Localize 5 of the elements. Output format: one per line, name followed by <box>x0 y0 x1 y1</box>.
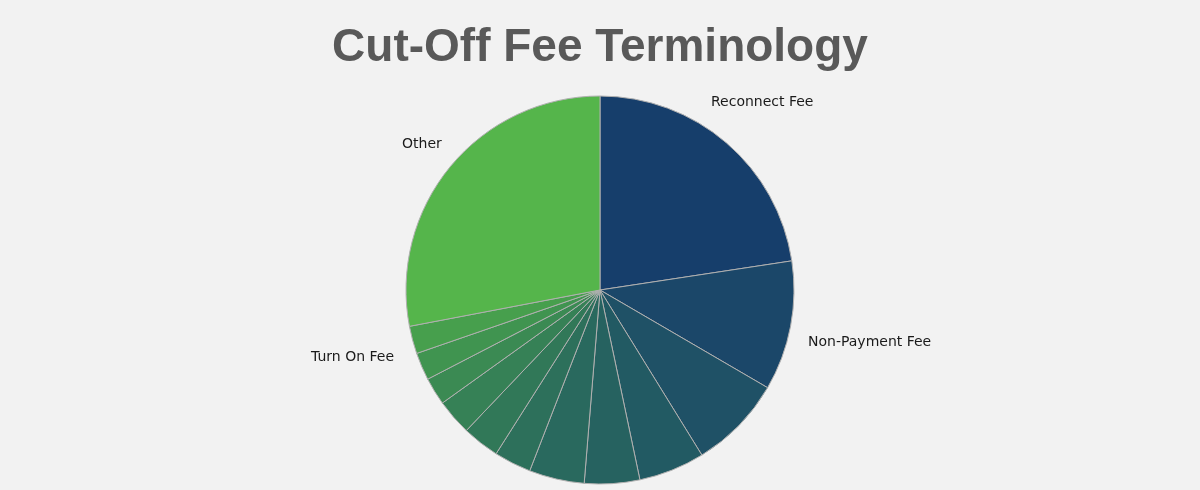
slice-label: Reconnect Fee <box>711 93 814 109</box>
slice-label: Other <box>402 135 442 151</box>
chart-title: Cut-Off Fee Terminology <box>332 19 869 72</box>
slice-label: Non-Payment Fee <box>808 333 932 349</box>
slice-label: Turn On Fee <box>310 348 394 364</box>
